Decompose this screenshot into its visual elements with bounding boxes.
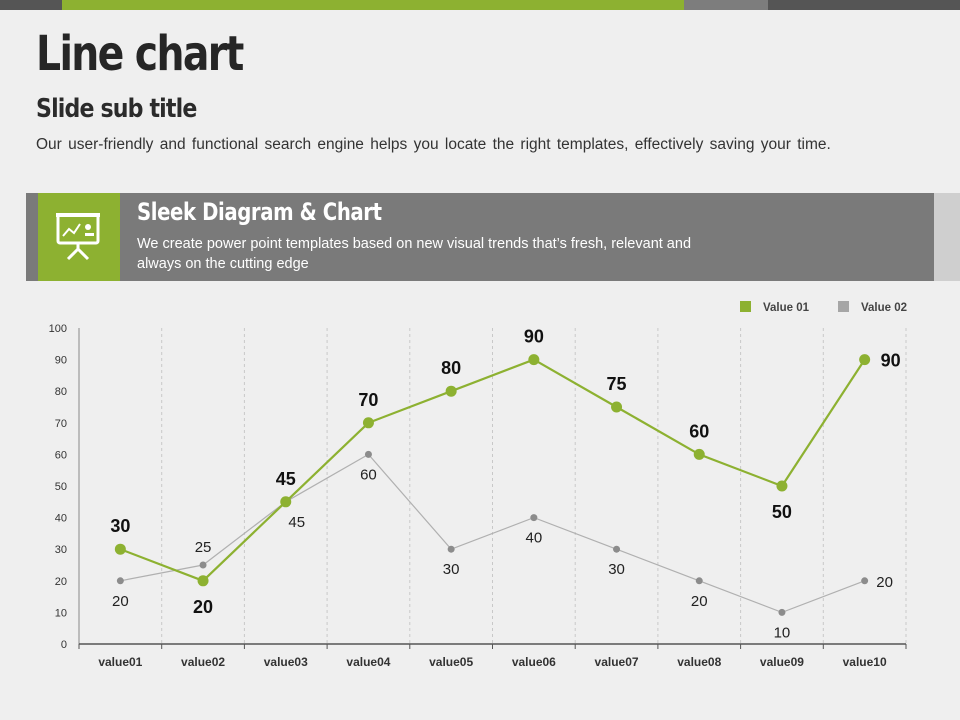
series-value-02-data-label: 60 [360, 466, 377, 483]
series-value-02-data-label: 45 [288, 514, 305, 531]
x-tick-label: value03 [264, 655, 308, 669]
series-value-02-data-label: 30 [443, 561, 460, 578]
series-value-01-data-label: 75 [607, 374, 627, 394]
series-value-01-data-label: 90 [881, 351, 901, 371]
series-value-01-point [114, 543, 126, 555]
series-value-01-line [119, 358, 866, 583]
legend-swatch-value-01 [740, 301, 751, 312]
legend-label-value-01: Value 01 [763, 302, 810, 314]
x-tick-label: value05 [429, 655, 473, 669]
series-value-02-point [447, 545, 455, 553]
series-value-01-point [280, 496, 292, 508]
y-tick-label: 70 [55, 418, 67, 430]
series-value-02-point [778, 608, 786, 616]
legend-item-value-01: Value 01 [740, 301, 809, 314]
series-value-02-point [116, 577, 124, 585]
series-value-01-point [693, 448, 705, 460]
series-value-01-point [859, 354, 871, 366]
banner-text: We create power point templates based on… [137, 236, 692, 272]
series-value-02-point [364, 450, 372, 458]
banner-title: Sleek Diagram & Chart [137, 198, 382, 226]
y-tick-label: 90 [55, 355, 67, 367]
series-value-02-line [120, 453, 865, 614]
slide-description: Our user-friendly and functional search … [36, 136, 831, 153]
top-bar-dark-right [768, 0, 960, 10]
y-tick-label: 100 [49, 323, 67, 335]
series-value-01-point [528, 354, 540, 366]
series-value-02-point [530, 514, 538, 522]
series-value-02-point [861, 577, 869, 585]
series-value-02-data-label: 20 [112, 593, 129, 610]
legend-label-value-02: Value 02 [861, 302, 908, 314]
series-value-01-data-label: 90 [524, 327, 544, 347]
series-value-02-point [613, 545, 621, 553]
x-tick-label: value04 [346, 655, 390, 669]
series-value-01-data-label: 45 [276, 469, 296, 489]
y-tick-label: 50 [55, 481, 67, 493]
presentation-board-icon [56, 213, 100, 261]
y-tick-label: 40 [55, 513, 67, 525]
series-value-01-data-label: 60 [689, 421, 709, 441]
y-tick-label: 60 [55, 449, 67, 461]
y-tick-label: 0 [61, 639, 67, 651]
series-value-01-data-label: 80 [441, 358, 461, 378]
x-tick-label: value06 [512, 655, 556, 669]
series-value-02-data-label: 10 [774, 624, 791, 641]
x-tick-label: value09 [760, 655, 804, 669]
series-value-01-point [611, 401, 623, 413]
series-value-02-point [695, 577, 703, 585]
y-tick-label: 30 [55, 544, 67, 556]
series-value-01-data-label: 70 [358, 390, 378, 410]
x-tick-label: value07 [595, 655, 639, 669]
banner-right-strip [934, 193, 960, 281]
series-value-02-data-label: 30 [608, 561, 625, 578]
series-value-01-point [776, 480, 788, 492]
series-value-01-point [197, 575, 209, 587]
series-value-01-data-label: 30 [110, 516, 130, 536]
x-tick-label: value08 [677, 655, 721, 669]
legend-swatch-value-02 [838, 301, 849, 312]
series-value-02-data-label: 40 [526, 530, 543, 547]
series-value-02-data-label: 20 [691, 593, 708, 610]
y-tick-label: 20 [55, 576, 67, 588]
slide-subtitle: Slide sub title [36, 94, 197, 124]
series-value-01-point [445, 385, 457, 397]
series-value-02-data-label: 25 [195, 539, 212, 556]
legend-item-value-02: Value 02 [838, 301, 907, 314]
series-value-01-data-label: 20 [193, 597, 213, 617]
top-bar-gray [684, 0, 768, 10]
x-tick-label: value02 [181, 655, 225, 669]
banner [26, 193, 934, 281]
y-tick-label: 10 [55, 607, 67, 619]
series-value-02-data-label: 20 [876, 574, 893, 591]
x-tick-label: value01 [98, 655, 142, 669]
y-tick-label: 80 [55, 386, 67, 398]
series-value-01-data-label: 50 [772, 502, 792, 522]
top-bar-accent [62, 0, 684, 10]
series-value-01-point [362, 417, 374, 429]
banner-icon-box [38, 193, 120, 281]
top-bar-dark-left [0, 0, 62, 10]
series-value-02-point [199, 561, 207, 569]
x-tick-label: value10 [843, 655, 887, 669]
slide-title: Line chart [36, 26, 244, 82]
